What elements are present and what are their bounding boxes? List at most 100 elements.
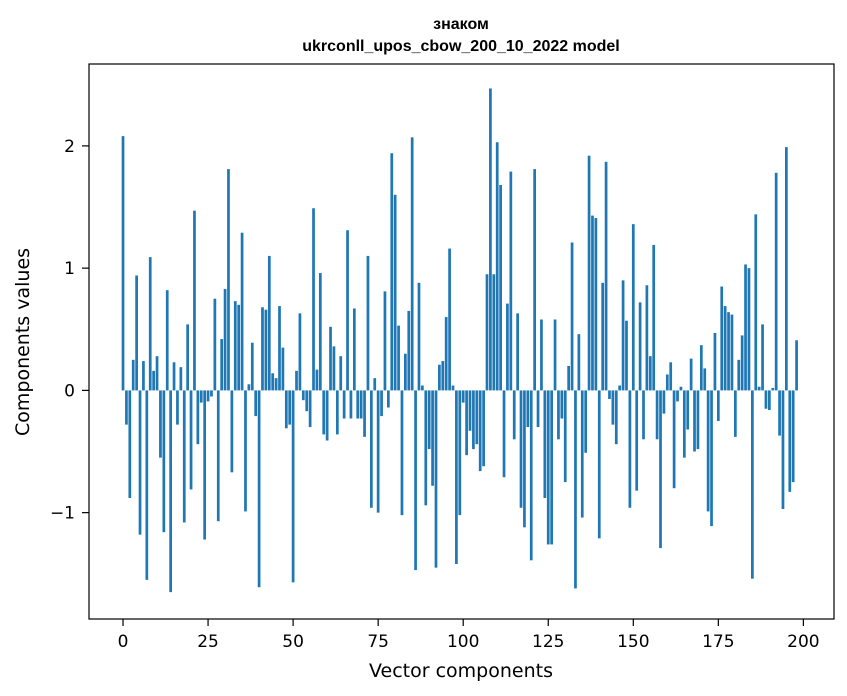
bar-134	[577, 334, 581, 391]
bar-163	[676, 390, 679, 402]
bar-66	[346, 230, 349, 391]
bar-14	[169, 390, 172, 593]
bar-169	[696, 390, 700, 450]
bar-186	[754, 214, 758, 391]
bar-13	[165, 290, 169, 391]
bar-33	[233, 301, 237, 391]
bar-126	[550, 390, 554, 545]
bar-87	[417, 282, 421, 391]
bar-194	[781, 390, 785, 509]
bar-59	[322, 390, 326, 435]
bar-28	[216, 390, 220, 522]
bar-181	[737, 359, 741, 391]
bar-151	[635, 390, 639, 491]
bar-26	[210, 390, 213, 397]
bar-22	[196, 390, 200, 445]
bar-125	[546, 390, 550, 545]
bar-156	[652, 244, 656, 391]
bar-44	[271, 373, 275, 391]
y-axis-ticks: −1 0 1 2	[50, 137, 89, 524]
bar-71	[363, 390, 366, 437]
x-tick-label: 125	[532, 632, 564, 652]
bar-10	[155, 356, 159, 391]
bar-19	[186, 324, 190, 391]
bar-3	[131, 359, 135, 391]
bar-187	[757, 386, 761, 391]
y-tick-label: −1	[50, 504, 75, 524]
bar-150	[631, 224, 635, 391]
bar-155	[648, 356, 652, 391]
bar-73	[369, 390, 373, 508]
bar-188	[761, 324, 764, 391]
bar-30	[223, 288, 227, 391]
bar-107	[485, 274, 489, 391]
bar-166	[686, 390, 690, 430]
bar-77	[383, 291, 387, 391]
bar-112	[502, 390, 506, 478]
bar-2	[128, 390, 132, 498]
bar-68	[352, 308, 356, 391]
bar-190	[768, 390, 771, 410]
bar-34	[237, 304, 241, 391]
bar-62	[332, 346, 336, 391]
bar-182	[740, 335, 744, 391]
bar-127	[553, 319, 557, 391]
bar-119	[526, 390, 530, 428]
bar-79	[390, 153, 394, 391]
y-tick-label: 1	[64, 259, 75, 279]
bar-131	[567, 365, 571, 391]
chart-title-line2: ukrconll_upos_cbow_200_10_2022 model	[302, 38, 619, 55]
bar-57	[315, 369, 319, 391]
bar-196	[788, 390, 792, 492]
bar-72	[366, 255, 370, 391]
chart-title-line1: знаком	[433, 16, 489, 33]
bar-61	[329, 326, 332, 391]
bar-116	[516, 313, 519, 391]
bar-0	[121, 136, 125, 391]
bar-45	[274, 378, 278, 391]
bar-40	[257, 390, 261, 588]
bar-88	[421, 385, 424, 391]
bar-193	[778, 390, 781, 436]
bar-49	[288, 390, 292, 425]
bar-83	[404, 353, 407, 391]
bar-48	[284, 390, 288, 429]
bar-53	[301, 390, 305, 401]
bar-129	[560, 390, 564, 419]
bar-16	[176, 390, 179, 425]
x-tick-label: 50	[282, 632, 304, 652]
bar-115	[512, 390, 516, 440]
bar-106	[482, 390, 485, 467]
bar-24	[203, 390, 207, 540]
bar-171	[703, 368, 707, 391]
bar-56	[312, 208, 315, 391]
bar-27	[213, 298, 217, 391]
bar-170	[699, 345, 703, 391]
bar-84	[407, 310, 411, 391]
bar-160	[665, 374, 669, 391]
bar-5	[138, 390, 142, 535]
bar-180	[733, 390, 737, 437]
bar-144	[611, 390, 615, 425]
bar-175	[716, 390, 720, 421]
bar-124	[543, 390, 547, 498]
bar-60	[325, 390, 329, 441]
bar-99	[458, 390, 462, 516]
bar-158	[659, 390, 662, 549]
x-tick-label: 25	[197, 632, 219, 652]
bar-138	[591, 215, 594, 391]
bar-165	[682, 390, 686, 458]
bar-184	[747, 268, 751, 391]
bar-114	[509, 171, 513, 391]
bar-42	[264, 309, 268, 391]
bar-157	[655, 390, 659, 440]
bar-159	[662, 390, 666, 414]
bar-7	[145, 390, 149, 580]
bar-15	[172, 362, 176, 391]
bar-132	[570, 242, 574, 391]
bar-118	[523, 390, 526, 528]
bar-43	[267, 255, 271, 391]
bar-123	[540, 319, 543, 391]
bar-1	[125, 390, 128, 425]
bar-161	[669, 362, 673, 391]
